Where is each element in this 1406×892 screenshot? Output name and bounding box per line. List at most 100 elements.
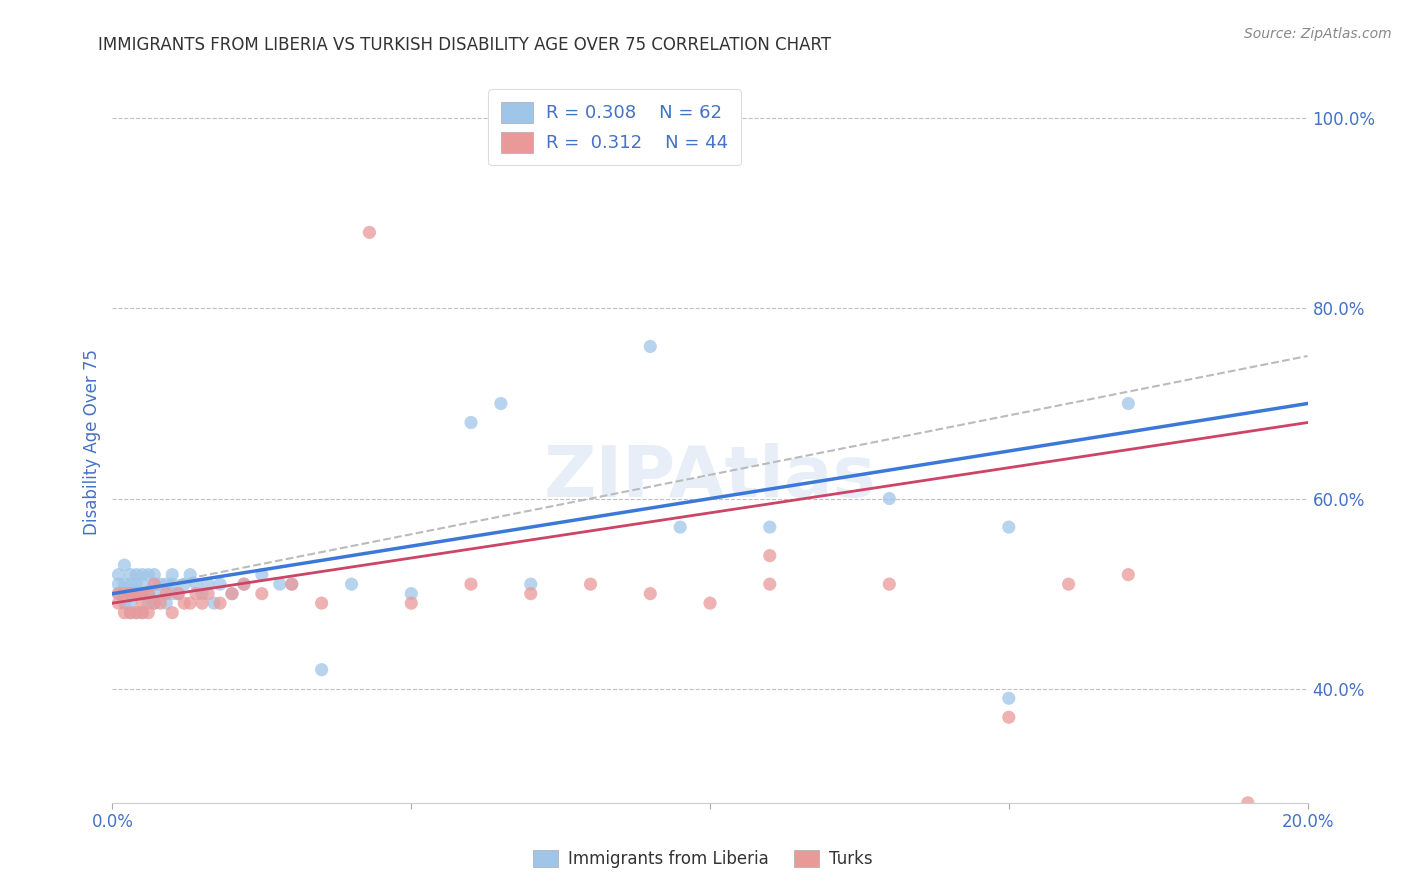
Point — [460, 416, 482, 430]
Point — [998, 710, 1021, 724]
Point — [138, 587, 160, 601]
Point — [640, 339, 662, 353]
Text: ZIPAtlas: ZIPAtlas — [544, 443, 876, 512]
Point — [1118, 567, 1140, 582]
Point — [489, 396, 512, 410]
Point — [173, 596, 195, 610]
Text: Source: ZipAtlas.com: Source: ZipAtlas.com — [1244, 27, 1392, 41]
Point — [311, 596, 333, 610]
Point — [114, 587, 135, 601]
Point — [179, 596, 201, 610]
Point — [125, 606, 148, 620]
Point — [162, 567, 183, 582]
Point — [143, 596, 166, 610]
Point — [120, 587, 142, 601]
Point — [125, 587, 148, 601]
Point — [879, 491, 901, 506]
Point — [250, 567, 273, 582]
Point — [131, 577, 153, 591]
Point — [131, 606, 153, 620]
Point — [186, 587, 208, 601]
Point — [669, 520, 692, 534]
Point — [1118, 396, 1140, 410]
Point — [233, 577, 256, 591]
Point — [460, 577, 482, 591]
Point — [197, 587, 219, 601]
Point — [149, 587, 172, 601]
Point — [640, 587, 662, 601]
Point — [162, 587, 183, 601]
Point — [1237, 796, 1260, 810]
Point — [311, 663, 333, 677]
Point — [120, 606, 142, 620]
Point — [1057, 577, 1080, 591]
Point — [138, 587, 160, 601]
Point — [759, 577, 782, 591]
Point — [759, 520, 782, 534]
Point — [138, 567, 160, 582]
Text: IMMIGRANTS FROM LIBERIA VS TURKISH DISABILITY AGE OVER 75 CORRELATION CHART: IMMIGRANTS FROM LIBERIA VS TURKISH DISAB… — [98, 36, 831, 54]
Legend: Immigrants from Liberia, Turks: Immigrants from Liberia, Turks — [527, 843, 879, 875]
Point — [879, 577, 901, 591]
Point — [155, 587, 177, 601]
Point — [125, 587, 148, 601]
Point — [179, 567, 201, 582]
Point — [131, 567, 153, 582]
Point — [401, 587, 423, 601]
Point — [125, 577, 148, 591]
Point — [120, 587, 142, 601]
Point — [143, 596, 166, 610]
Point — [191, 596, 214, 610]
Point — [162, 606, 183, 620]
Point — [209, 577, 232, 591]
Point — [120, 567, 142, 582]
Point — [131, 606, 153, 620]
Point — [107, 577, 129, 591]
Point — [281, 577, 304, 591]
Point — [120, 577, 142, 591]
Point — [138, 606, 160, 620]
Point — [138, 596, 160, 610]
Y-axis label: Disability Age Over 75: Disability Age Over 75 — [83, 349, 101, 534]
Point — [173, 577, 195, 591]
Point — [520, 577, 543, 591]
Point — [143, 577, 166, 591]
Point — [167, 587, 190, 601]
Point — [269, 577, 291, 591]
Point — [107, 587, 129, 601]
Point — [759, 549, 782, 563]
Point — [209, 596, 232, 610]
Point — [131, 587, 153, 601]
Point — [401, 596, 423, 610]
Point — [998, 691, 1021, 706]
Point — [120, 606, 142, 620]
Point — [114, 558, 135, 573]
Point — [138, 587, 160, 601]
Point — [107, 567, 129, 582]
Point — [186, 577, 208, 591]
Point — [149, 577, 172, 591]
Point — [162, 577, 183, 591]
Point — [281, 577, 304, 591]
Point — [221, 587, 243, 601]
Point — [114, 606, 135, 620]
Point — [131, 587, 153, 601]
Point — [155, 596, 177, 610]
Point — [120, 596, 142, 610]
Point — [143, 567, 166, 582]
Point — [125, 567, 148, 582]
Point — [167, 587, 190, 601]
Point — [107, 587, 129, 601]
Point — [149, 596, 172, 610]
Point — [107, 596, 129, 610]
Point — [250, 587, 273, 601]
Point — [998, 520, 1021, 534]
Point — [120, 587, 142, 601]
Point — [197, 577, 219, 591]
Point — [202, 596, 225, 610]
Legend: R = 0.308    N = 62, R =  0.312    N = 44: R = 0.308 N = 62, R = 0.312 N = 44 — [488, 89, 741, 165]
Point — [114, 596, 135, 610]
Point — [191, 587, 214, 601]
Point — [221, 587, 243, 601]
Point — [143, 577, 166, 591]
